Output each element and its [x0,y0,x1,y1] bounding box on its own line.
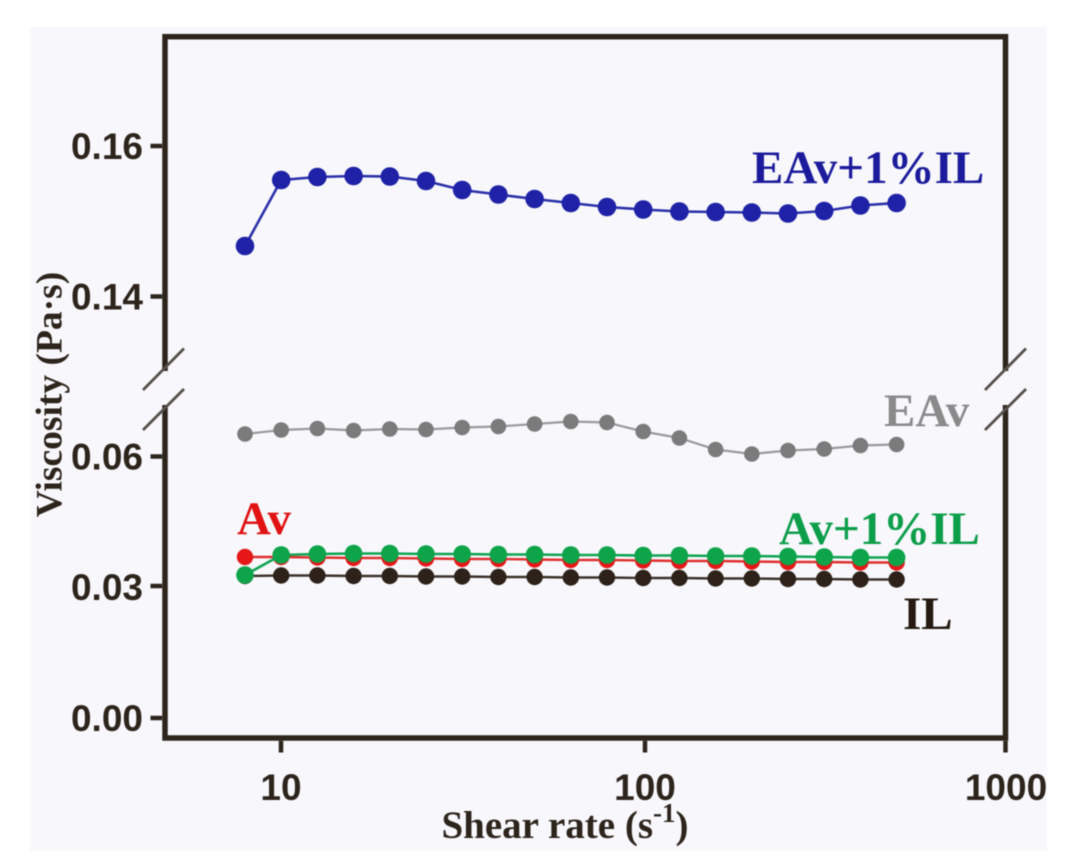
svg-text:1000: 1000 [965,767,1047,808]
svg-text:100: 100 [614,767,676,808]
svg-text:IL: IL [903,588,953,640]
svg-text:10: 10 [260,767,301,808]
svg-text:Av+1%IL: Av+1%IL [779,503,980,555]
svg-text:Av: Av [237,493,291,545]
svg-text:0.16: 0.16 [71,126,143,167]
svg-text:0.14: 0.14 [71,277,143,318]
svg-text:Viscosity (Pa·s): Viscosity (Pa·s) [30,272,71,517]
svg-text:0.03: 0.03 [71,567,143,608]
svg-text:EAv+1%IL: EAv+1%IL [752,142,984,194]
svg-text:EAv: EAv [884,385,970,437]
svg-text:0.00: 0.00 [71,698,143,739]
svg-text:0.06: 0.06 [71,437,143,478]
svg-text:Shear rate (s-1): Shear rate (s-1) [441,798,688,847]
